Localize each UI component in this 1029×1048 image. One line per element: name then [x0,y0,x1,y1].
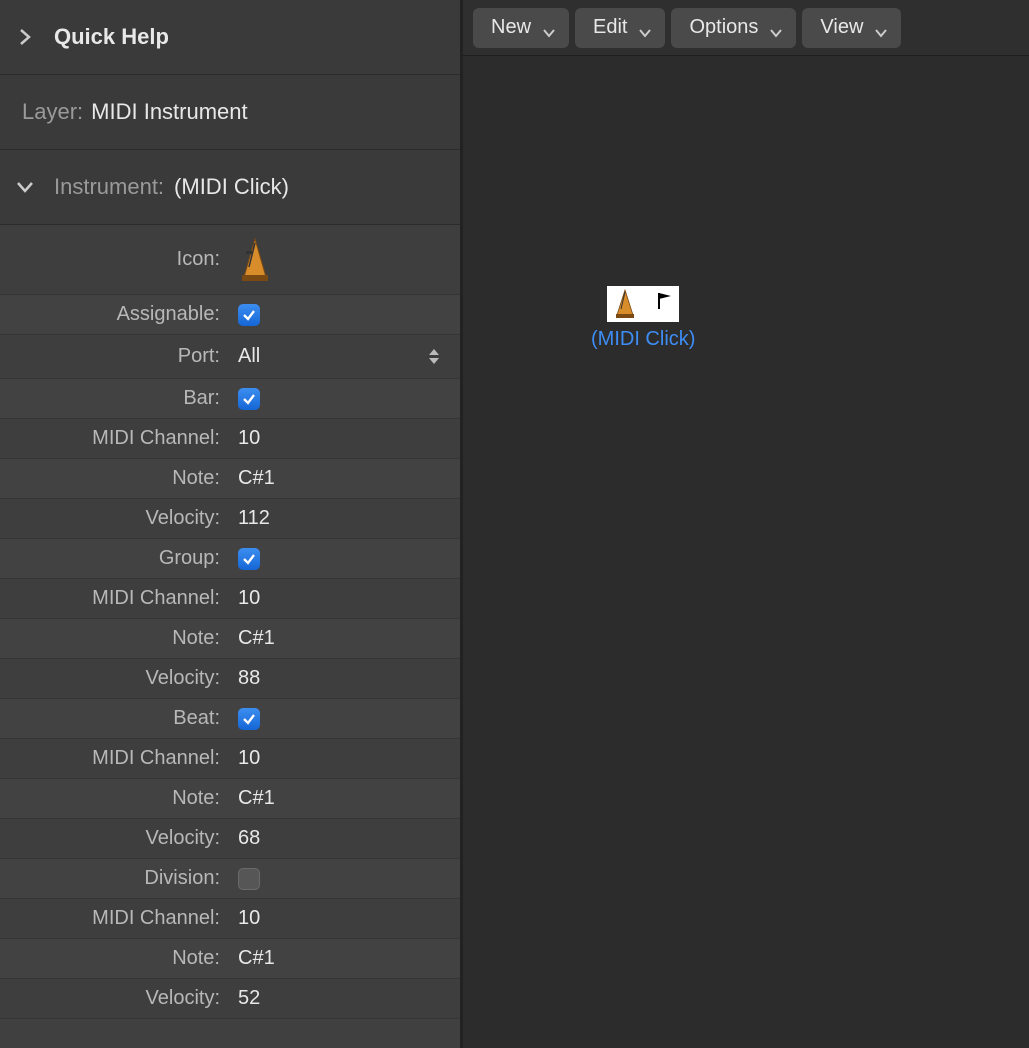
division-label: Division: [0,867,230,890]
edit-button-label: Edit [593,16,627,39]
bar-midich-label: MIDI Channel: [0,427,230,450]
row-port: Port: All [0,335,460,379]
row-division: Division: [0,859,460,899]
port-label: Port: [0,345,230,368]
division-midich-value[interactable]: 10 [230,907,460,930]
instrument-label: Instrument: [54,174,164,200]
chevron-right-icon [16,28,34,46]
chevron-down-icon [543,22,555,34]
row-beat-note: Note: C#1 [0,779,460,819]
metronome-icon[interactable] [230,237,460,283]
updown-stepper-icon[interactable] [428,348,440,365]
group-midich-value[interactable]: 10 [230,587,460,610]
quick-help-header[interactable]: Quick Help [0,0,460,75]
row-group-midich: MIDI Channel: 10 [0,579,460,619]
edit-button[interactable]: Edit [575,8,665,48]
row-icon: Icon: [0,225,460,295]
group-velocity-label: Velocity: [0,667,230,690]
environment-canvas[interactable]: (MIDI Click) [463,56,1029,1048]
instrument-value: (MIDI Click) [174,174,289,200]
row-icon-label: Icon: [0,248,230,271]
beat-velocity-label: Velocity: [0,827,230,850]
row-bar-midich: MIDI Channel: 10 [0,419,460,459]
bar-velocity-value[interactable]: 112 [230,507,460,530]
division-velocity-value[interactable]: 52 [230,987,460,1010]
environment-panel: New Edit Options View (MIDI C [460,0,1029,1048]
inspector-rows: Icon: Assignable: Port: All [0,225,460,1048]
midi-click-icon-box [607,286,679,322]
assignable-label: Assignable: [0,303,230,326]
row-bar-note: Note: C#1 [0,459,460,499]
beat-midich-value[interactable]: 10 [230,747,460,770]
row-division-velocity: Velocity: 52 [0,979,460,1019]
row-beat: Beat: [0,699,460,739]
row-assignable: Assignable: [0,295,460,335]
division-checkbox[interactable] [238,868,260,890]
row-bar: Bar: [0,379,460,419]
midi-click-object[interactable]: (MIDI Click) [591,286,695,351]
row-division-midich: MIDI Channel: 10 [0,899,460,939]
bar-checkbox[interactable] [238,388,260,410]
row-beat-midich: MIDI Channel: 10 [0,739,460,779]
assignable-checkbox[interactable] [238,304,260,326]
inspector-panel: Quick Help Layer: MIDI Instrument Instru… [0,0,460,1048]
division-midich-label: MIDI Channel: [0,907,230,930]
view-button[interactable]: View [802,8,901,48]
group-checkbox[interactable] [238,548,260,570]
bar-note-label: Note: [0,467,230,490]
group-note-label: Note: [0,627,230,650]
row-group-note: Note: C#1 [0,619,460,659]
layer-value[interactable]: MIDI Instrument [91,99,247,125]
row-group-velocity: Velocity: 88 [0,659,460,699]
group-midich-label: MIDI Channel: [0,587,230,610]
beat-note-value[interactable]: C#1 [230,787,460,810]
port-value[interactable]: All [238,345,260,368]
group-label: Group: [0,547,230,570]
row-bar-velocity: Velocity: 112 [0,499,460,539]
chevron-down-icon [639,22,651,34]
view-button-label: View [820,16,863,39]
row-beat-velocity: Velocity: 68 [0,819,460,859]
beat-checkbox[interactable] [238,708,260,730]
flag-icon [657,292,673,315]
beat-midich-label: MIDI Channel: [0,747,230,770]
toolbar: New Edit Options View [463,0,1029,56]
chevron-down-icon [875,22,887,34]
midi-click-label: (MIDI Click) [591,328,695,351]
bar-label: Bar: [0,387,230,410]
layer-row: Layer: MIDI Instrument [0,75,460,150]
layer-label: Layer: [22,99,83,125]
new-button-label: New [491,16,531,39]
beat-label: Beat: [0,707,230,730]
metronome-icon [613,289,637,319]
quick-help-title: Quick Help [54,24,169,50]
chevron-down-icon [770,22,782,34]
instrument-header[interactable]: Instrument: (MIDI Click) [0,150,460,225]
bar-midich-value[interactable]: 10 [230,427,460,450]
row-group: Group: [0,539,460,579]
new-button[interactable]: New [473,8,569,48]
division-note-label: Note: [0,947,230,970]
chevron-down-icon [16,178,34,196]
beat-velocity-value[interactable]: 68 [230,827,460,850]
group-note-value[interactable]: C#1 [230,627,460,650]
division-note-value[interactable]: C#1 [230,947,460,970]
options-button[interactable]: Options [671,8,796,48]
options-button-label: Options [689,16,758,39]
bar-velocity-label: Velocity: [0,507,230,530]
beat-note-label: Note: [0,787,230,810]
division-velocity-label: Velocity: [0,987,230,1010]
bar-note-value[interactable]: C#1 [230,467,460,490]
row-division-note: Note: C#1 [0,939,460,979]
group-velocity-value[interactable]: 88 [230,667,460,690]
